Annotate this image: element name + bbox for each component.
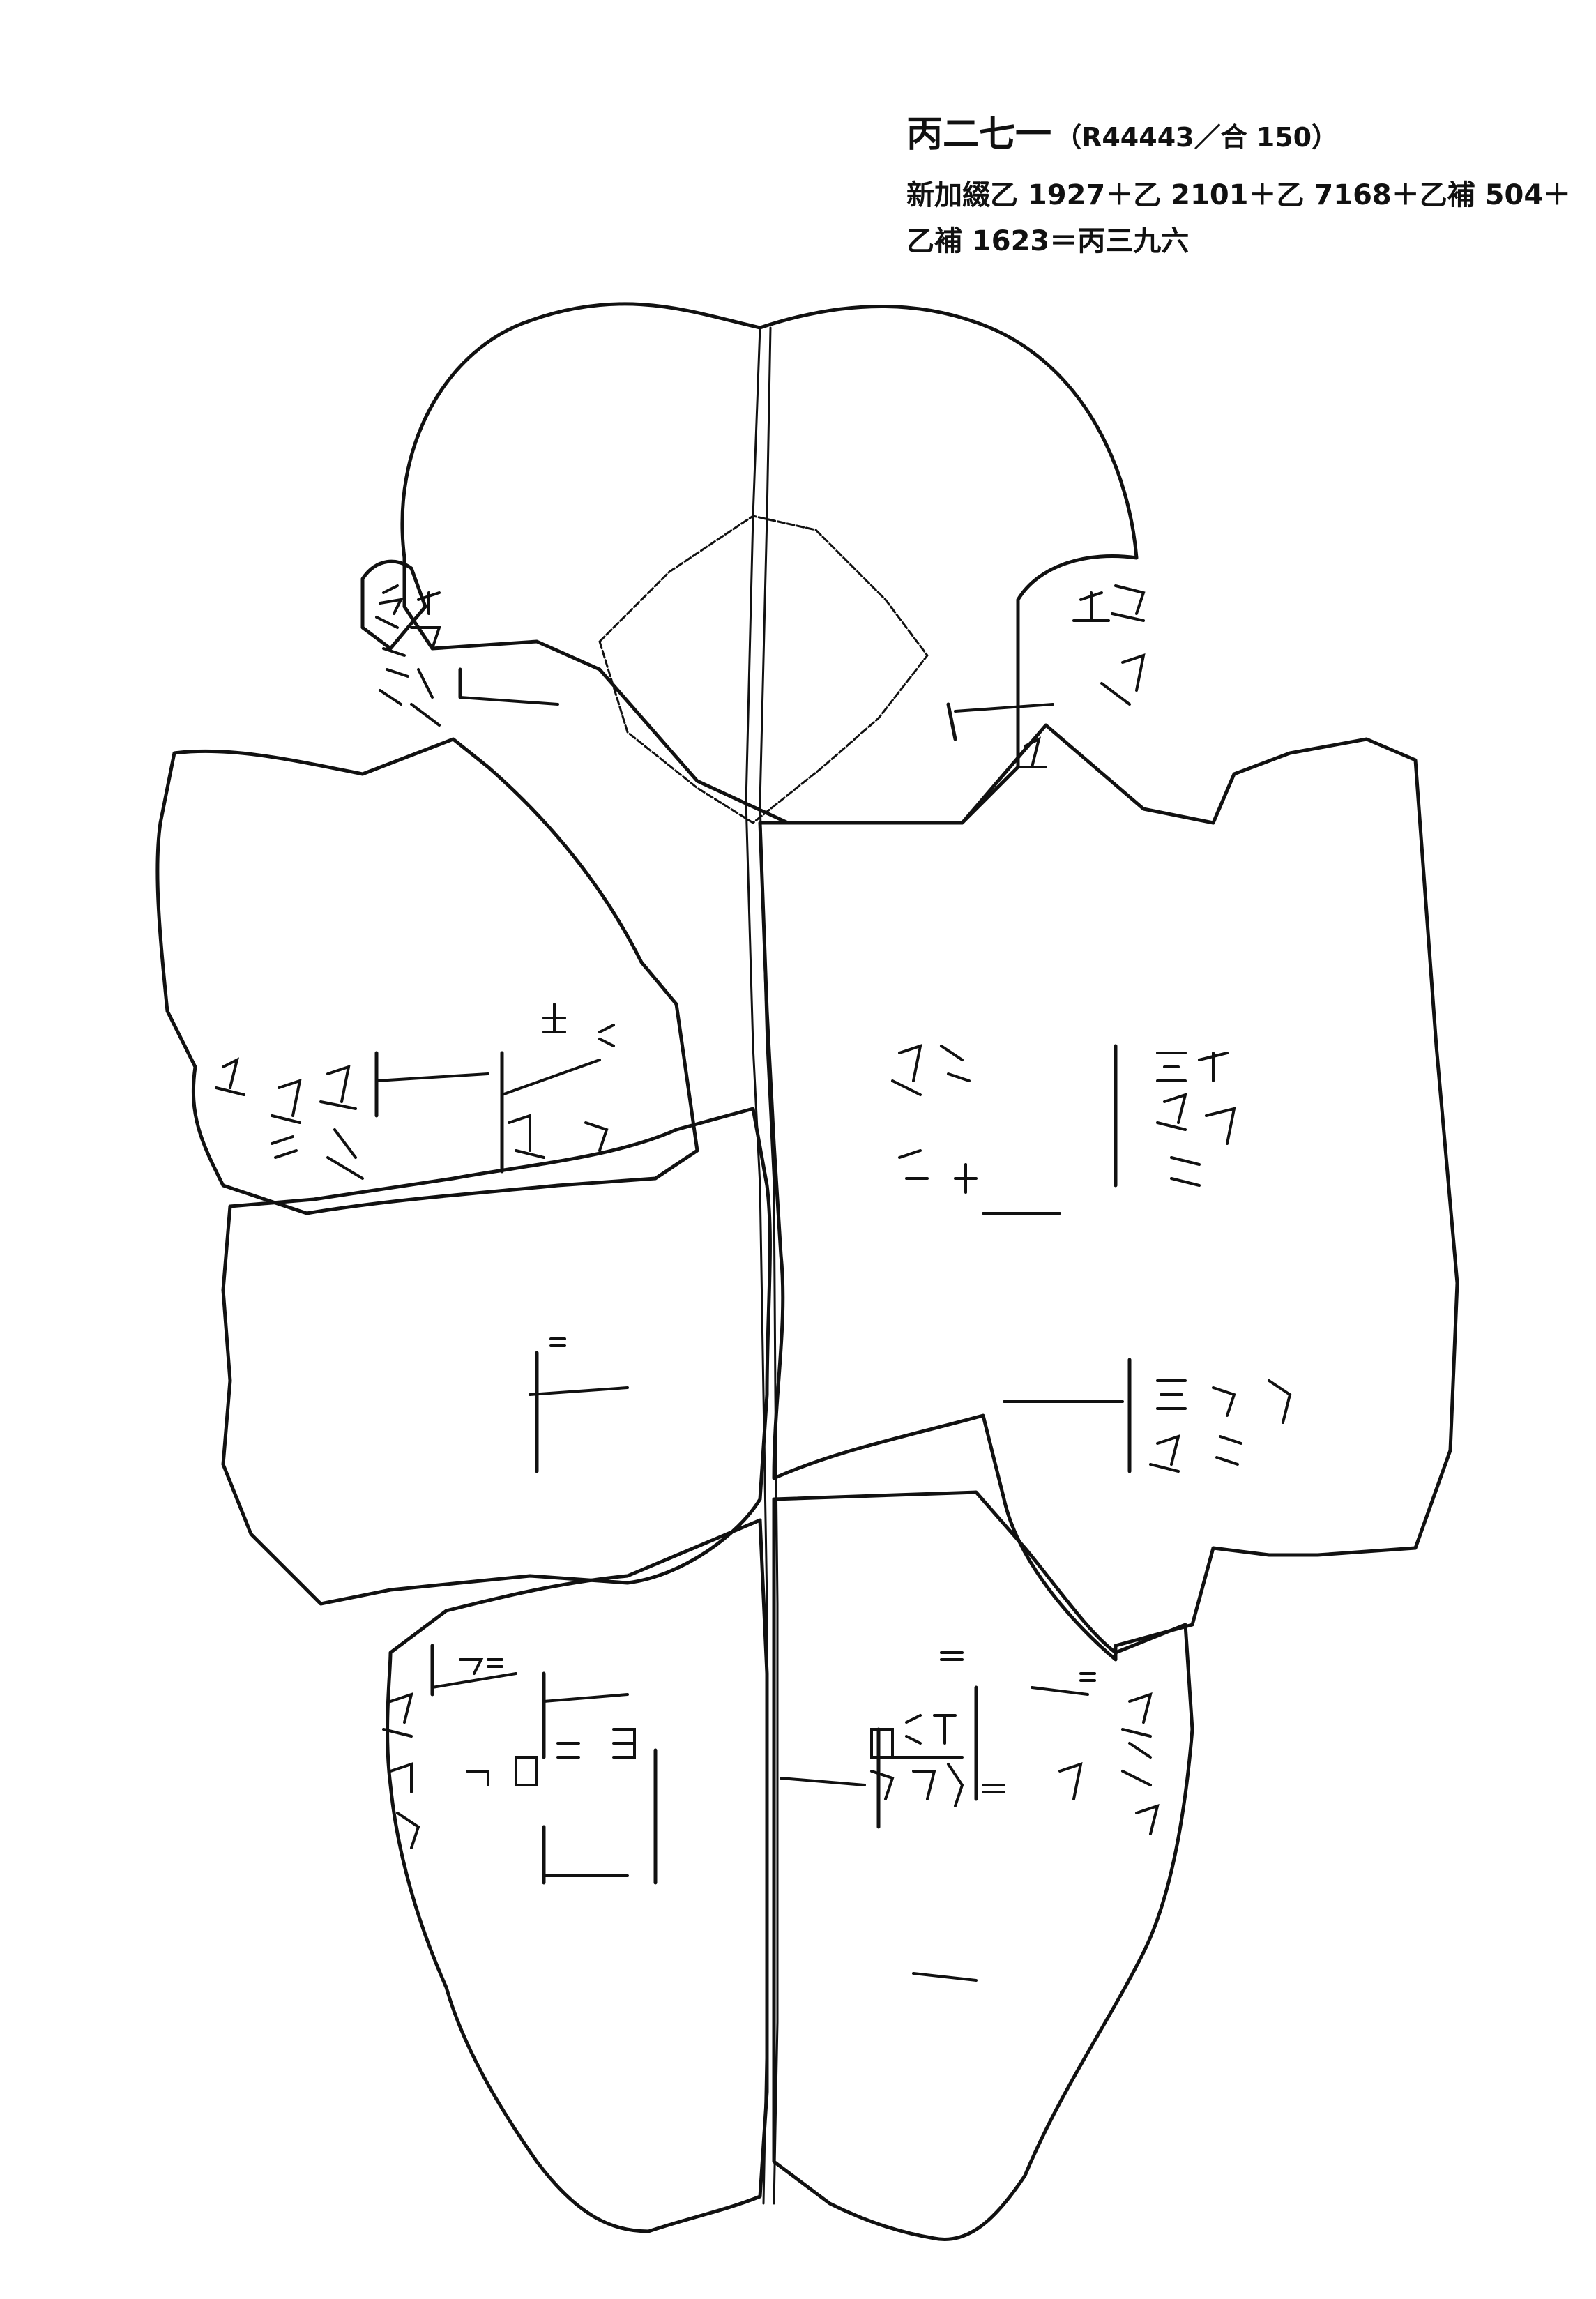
division-line-9: [542, 1693, 629, 1703]
inscription-upper-left: [375, 584, 441, 727]
plate-upper-left-outline: [155, 737, 699, 1215]
join-note-line-1: 新加綴乙 1927＋乙 2101＋乙 7168＋乙補 504＋: [906, 179, 1572, 211]
center-seam-2: [759, 326, 779, 2205]
division-line-14: [912, 1972, 978, 1982]
plate-reference: （R44443／合 150）: [1055, 122, 1339, 153]
plate-upper-left-notch: [360, 559, 427, 651]
plate-upper-right-outline: [758, 723, 1459, 1662]
division-line-1: [459, 696, 559, 706]
plate-header: 丙二七一 （R44443／合 150） 新加綴乙 1927＋乙 2101＋乙 7…: [906, 105, 1571, 264]
join-note-line-2: 乙補 1623＝丙三九六: [906, 225, 1190, 257]
inscription-upper-right: [1017, 584, 1146, 768]
inscription-right-middle: [891, 1044, 1292, 1473]
division-line-3: [375, 1072, 489, 1082]
inscription-lower-right: [870, 1651, 1160, 1835]
division-line-13: [1031, 1686, 1089, 1696]
inscription-lower-left: [382, 1658, 636, 1849]
plate-title: 丙二七一: [906, 114, 1052, 155]
division-line-4: [501, 1059, 601, 1096]
plate-middle-left-outline: [221, 1107, 772, 1606]
shell-head-outline: [400, 302, 1139, 825]
central-scute: [598, 515, 929, 824]
division-line-11: [780, 1777, 866, 1786]
division-line-8: [431, 1672, 517, 1689]
division-line-2: [954, 703, 1054, 713]
inscription-center-left: [549, 1337, 566, 1347]
center-seam: [745, 326, 768, 2205]
plate-title-line: 丙二七一 （R44443／合 150）: [906, 105, 1571, 157]
division-line-6: [529, 1386, 629, 1396]
plate-lower-left-outline: [386, 1518, 769, 2233]
plate-lower-right-outline: [772, 1490, 1194, 2241]
vertical-line-1: [374, 667, 1132, 1885]
inscription-left-middle: [215, 1003, 615, 1180]
